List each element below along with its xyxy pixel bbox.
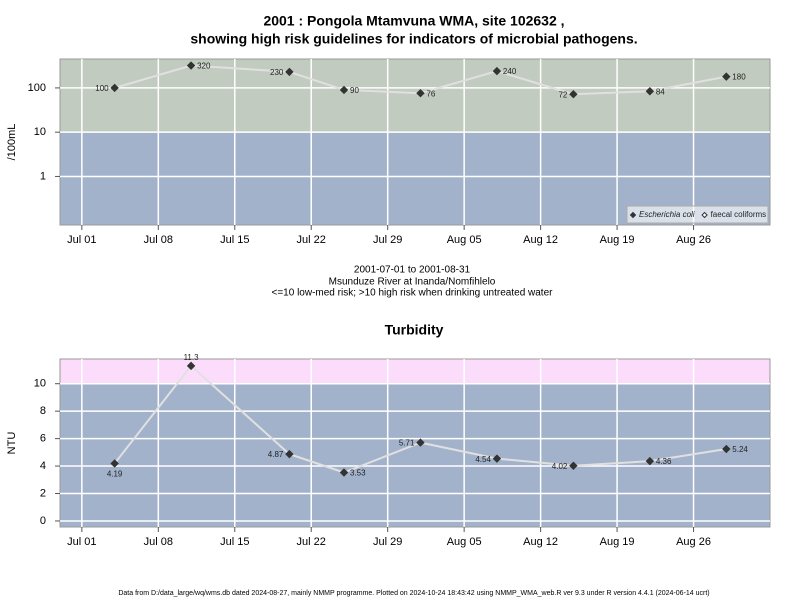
value-label: 84 [656,87,665,96]
value-label: 90 [350,86,359,95]
legend-label: faecal coliforms [711,210,767,219]
caption: Msunduze River at Inanda/Nomfihlelo [329,277,496,288]
legend-label: Escherichia coli [639,210,695,219]
y-tick-label: 10 [34,378,46,390]
legend-marker [629,211,637,219]
data-point [569,90,578,99]
x-tick-label: Aug 26 [676,536,711,548]
legend-box [626,205,769,224]
data-point [722,444,731,454]
data-point [339,468,349,477]
value-label: 4.87 [268,450,284,459]
data-point [569,461,578,470]
x-tick-label: Jul 22 [297,536,326,548]
chart-title: 2001 : Pongola Mtamvuna WMA, site 102632… [263,13,564,29]
legend: Escherichia coli faecal coliforms [626,205,769,224]
data-point [492,66,502,76]
data-point [285,67,294,77]
data-point [492,454,502,463]
footer: Data from D:/data_large/wq/wms.db dated … [118,590,709,597]
x-tick-label: Aug 05 [447,234,482,246]
x-tick-label: Aug 19 [600,234,635,246]
band-above [60,359,770,384]
value-label: 320 [197,62,211,71]
x-tick-label: Jul 22 [297,234,326,246]
band-below [60,383,770,527]
band-above [60,59,770,133]
y-tick-label: 4 [40,460,46,472]
legend-marker [701,211,708,219]
data-point [186,61,196,70]
value-label: 230 [270,68,284,77]
data-point [110,459,119,468]
value-label: 5.24 [732,445,748,454]
data-point [285,449,294,459]
x-tick-label: Jul 08 [144,234,173,246]
value-label: 76 [426,89,435,98]
value-label: 5.71 [399,439,415,448]
y-tick-label: 0 [40,515,46,527]
y-axis-label: NTU [6,432,18,455]
x-tick-label: Jul 29 [373,234,402,246]
plot-frame [59,58,771,226]
value-label: 4.54 [475,455,491,464]
x-tick-label: Aug 12 [523,234,558,246]
value-label: 4.02 [552,462,568,471]
value-label: 3.53 [350,469,366,478]
chart-subtitle: showing high risk guidelines for indicat… [190,31,637,47]
data-point [645,456,655,466]
value-label: 72 [558,90,567,99]
x-tick-label: Aug 19 [600,536,635,548]
y-tick-label: 2 [40,487,46,499]
data-point [722,72,731,81]
chart-title: Turbidity [385,322,444,338]
data-point [186,361,196,371]
caption: 2001-07-01 to 2001-08-31 [354,265,471,276]
value-label: 180 [732,73,746,82]
y-axis-label: /100mL [6,124,18,161]
data-point [339,85,349,95]
x-tick-label: Jul 15 [220,536,249,548]
caption: <=10 low-med risk; >10 high risk when dr… [272,288,554,299]
data-point [645,87,655,96]
y-tick-label: 10 [34,126,46,138]
value-label: 11.3 [184,353,200,362]
x-tick-label: Jul 08 [144,536,173,548]
data-point [416,88,425,98]
value-label: 100 [95,84,109,93]
value-label: 4.19 [107,470,123,479]
value-label: 240 [503,67,517,76]
x-tick-label: Aug 05 [447,536,482,548]
data-point [110,83,119,93]
y-tick-label: 1 [40,170,46,182]
y-tick-label: 8 [40,405,46,417]
x-tick-label: Jul 01 [67,536,96,548]
x-tick-label: Aug 12 [523,536,558,548]
plot-frame [59,358,771,528]
y-tick-label: 6 [40,433,46,445]
data-point [416,438,425,447]
y-tick-label: 100 [28,82,46,94]
value-label: 4.36 [656,457,672,466]
x-tick-label: Jul 01 [67,234,96,246]
x-tick-label: Jul 15 [220,234,249,246]
x-tick-label: Aug 26 [676,234,711,246]
x-tick-label: Jul 29 [373,536,402,548]
